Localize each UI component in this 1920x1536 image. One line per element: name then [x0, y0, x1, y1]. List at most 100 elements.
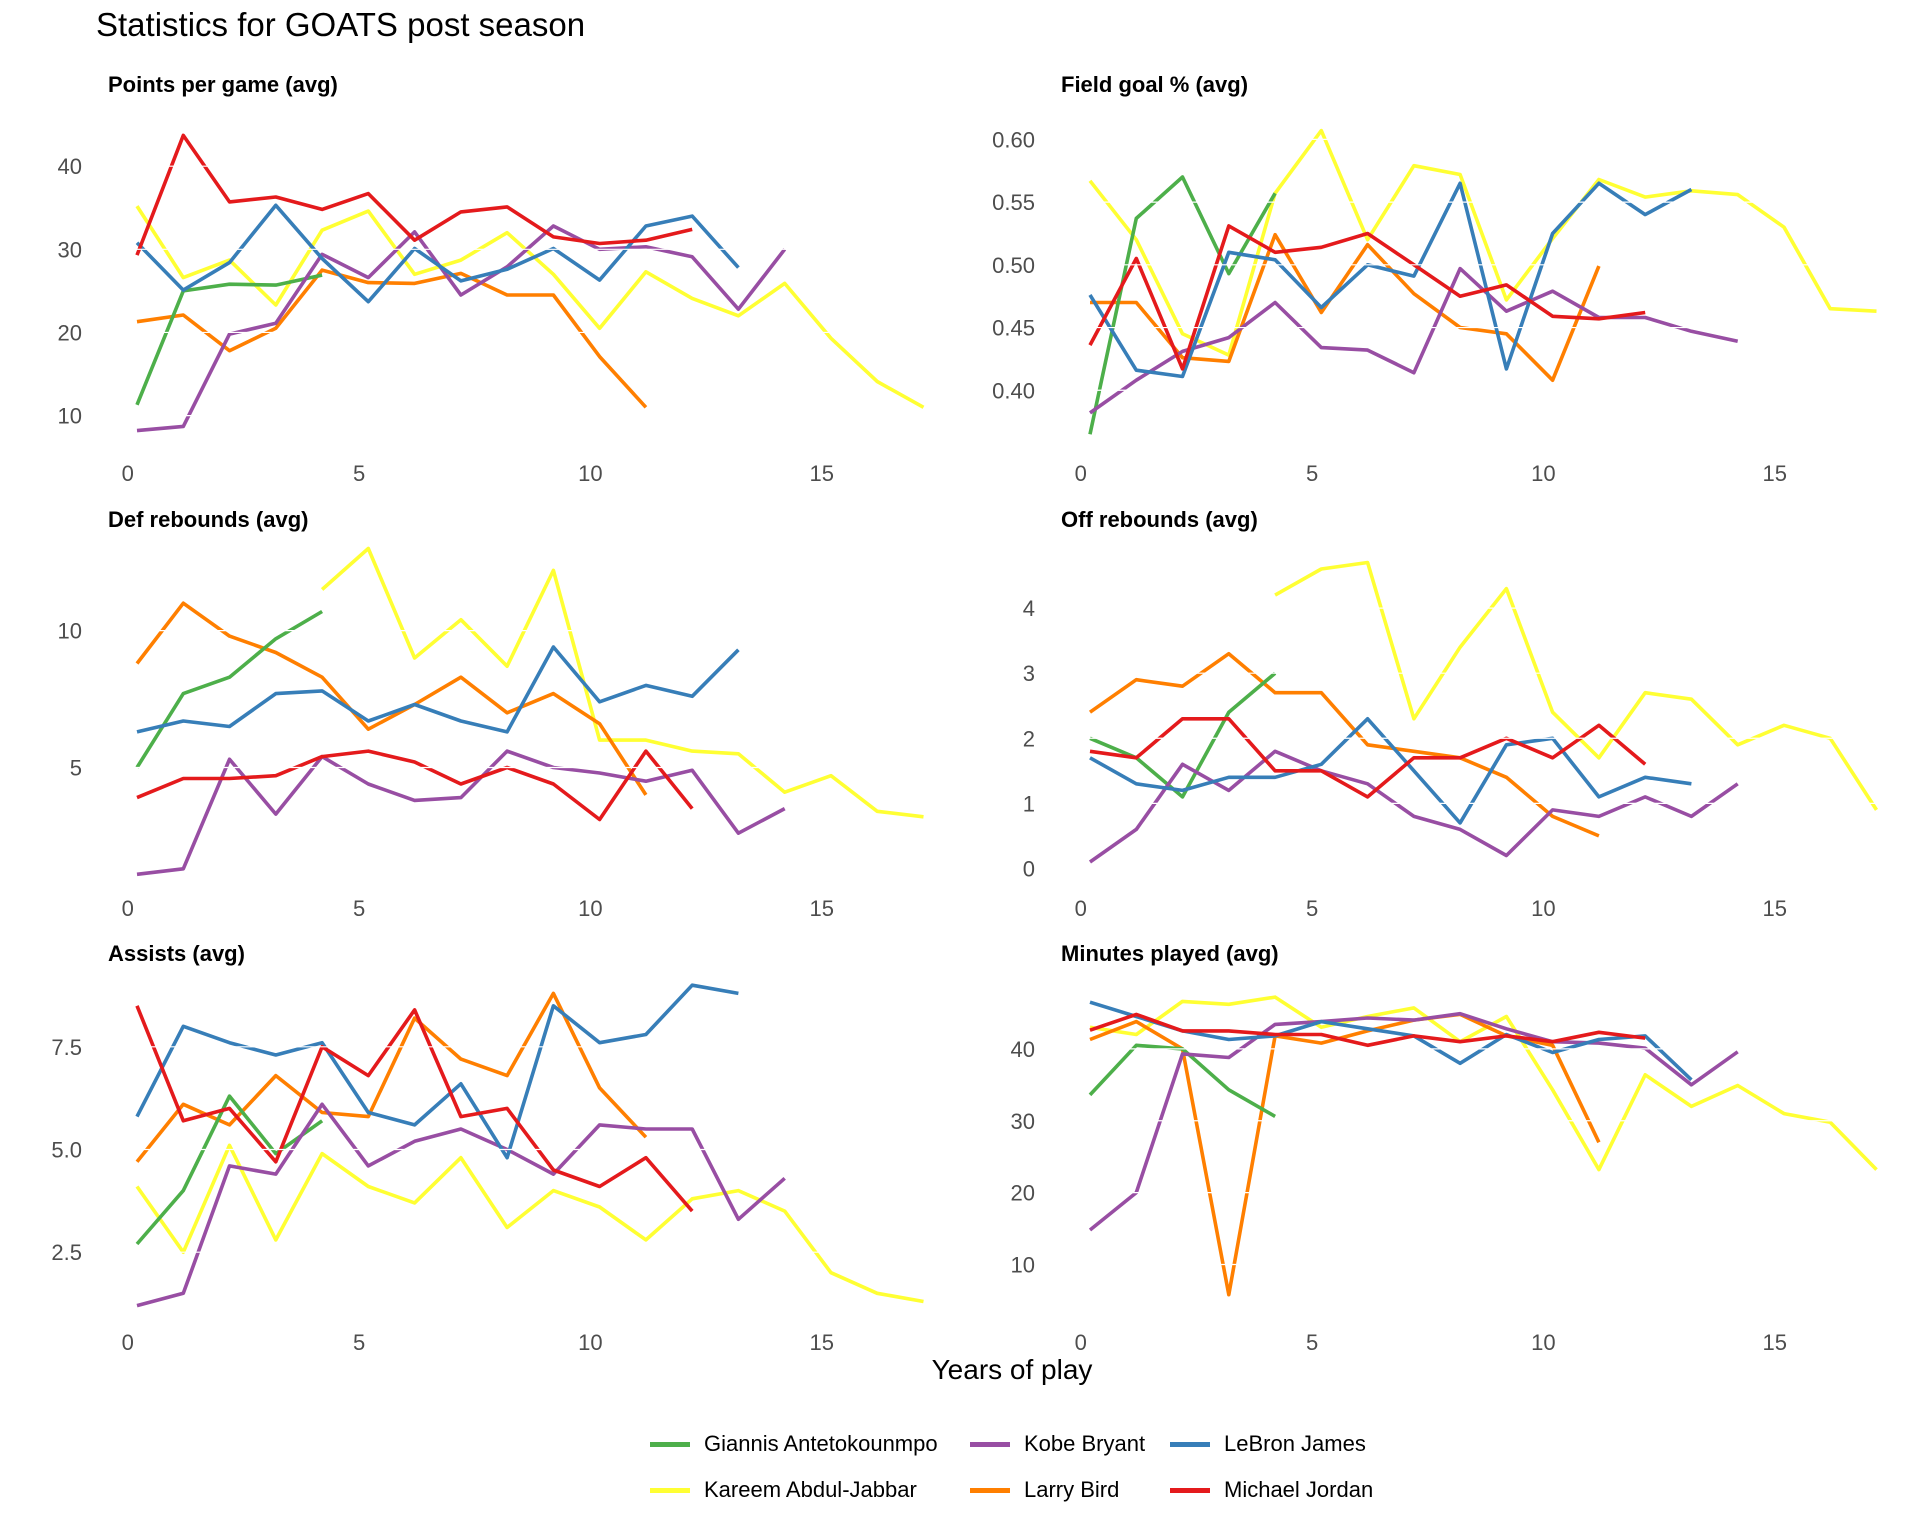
legend-label-giannis: Giannis Antetokounmpo — [704, 1431, 938, 1456]
panel-points-per-game: Points per game (avg) 10 20 30 40 0 5 10 15 — [58, 72, 942, 486]
y-tick-label: 10 — [1011, 1253, 1035, 1278]
x-tick-label: 5 — [353, 896, 365, 921]
panel-def-rebounds: Def rebounds (avg) 5 10 0 5 10 15 — [58, 507, 942, 921]
y-tick-label: 0.50 — [992, 253, 1035, 278]
series-line-kobe — [1088, 266, 1739, 415]
series-line-kareem — [320, 546, 924, 819]
x-tick-label: 0 — [122, 1330, 134, 1355]
series-line-lebron — [1088, 181, 1693, 379]
x-tick-label: 15 — [1762, 896, 1786, 921]
y-tick-label: 5 — [70, 756, 82, 781]
series-line-jordan — [136, 749, 694, 822]
y-tick-label: 0.55 — [992, 190, 1035, 215]
series-line-kobe — [1088, 749, 1739, 864]
x-tick-label: 10 — [578, 461, 602, 486]
panel-off-rebounds: Off rebounds (avg) 0 1 2 3 4 0 5 10 15 — [1023, 507, 1895, 921]
legend-label-bird: Larry Bird — [1024, 1477, 1120, 1502]
series-line-jordan — [1088, 224, 1646, 371]
series-line-giannis — [135, 1094, 324, 1246]
x-tick-label: 15 — [809, 461, 833, 486]
y-tick-label: 2 — [1023, 726, 1035, 751]
y-tick-label: 7.5 — [51, 1035, 82, 1060]
legend-key-kareem — [650, 1487, 690, 1493]
series-line-giannis — [1089, 671, 1277, 799]
series-line-lebron — [136, 645, 740, 734]
x-tick-label: 5 — [1306, 896, 1318, 921]
x-tick-label: 15 — [1762, 1330, 1786, 1355]
legend-label-lebron: LeBron James — [1224, 1431, 1366, 1456]
legend-item-bird: Larry Bird — [970, 1476, 1170, 1504]
y-tick-label: 0 — [1023, 856, 1035, 881]
series-line-kareem — [1274, 560, 1879, 811]
series-line-kobe — [136, 1102, 786, 1308]
legend-item-lebron: LeBron James — [1170, 1430, 1410, 1458]
y-tick-label: 40 — [58, 154, 82, 179]
series-line-kareem — [135, 1143, 924, 1304]
panel-assists: Assists (avg) 2.5 5.0 7.5 0 5 10 15 — [51, 941, 942, 1355]
series-line-jordan — [1089, 716, 1647, 799]
series-line-lebron — [1089, 716, 1692, 825]
panel-title: Assists (avg) — [108, 941, 245, 966]
x-tick-label: 10 — [1531, 896, 1555, 921]
legend-key-kobe — [970, 1441, 1010, 1447]
y-tick-label: 40 — [1011, 1037, 1035, 1062]
legend-key-bird — [970, 1487, 1010, 1493]
y-tick-label: 3 — [1023, 661, 1035, 686]
legend-label-kareem: Kareem Abdul-Jabbar — [704, 1477, 917, 1502]
x-tick-label: 15 — [809, 896, 833, 921]
y-tick-label: 4 — [1023, 596, 1035, 621]
series-line-kareem — [135, 205, 925, 409]
panel-title: Points per game (avg) — [108, 72, 338, 97]
chart-title: Statistics for GOATS post season — [96, 6, 586, 43]
series-line-kobe — [136, 749, 786, 877]
series-line-giannis — [135, 273, 323, 406]
series-line-jordan — [135, 1005, 694, 1213]
x-tick-label: 5 — [353, 1330, 365, 1355]
legend-key-lebron — [1170, 1441, 1210, 1447]
series-line-bird — [135, 991, 648, 1163]
legend-item-kobe: Kobe Bryant — [970, 1430, 1170, 1458]
x-tick-label: 10 — [578, 896, 602, 921]
y-tick-label: 30 — [1011, 1109, 1035, 1134]
y-tick-label: 20 — [1011, 1181, 1035, 1206]
series-line-jordan — [1089, 1012, 1646, 1048]
y-tick-label: 0.40 — [992, 378, 1035, 403]
x-axis-label: Years of play — [931, 1354, 1093, 1385]
series-line-jordan — [135, 133, 693, 256]
panel-title: Field goal % (avg) — [1061, 72, 1248, 97]
legend-key-giannis — [650, 1441, 690, 1447]
series-line-bird — [1088, 651, 1600, 838]
panel-title: Minutes played (avg) — [1061, 941, 1279, 966]
x-tick-label: 0 — [122, 461, 134, 486]
series-line-kobe — [136, 224, 787, 433]
x-tick-label: 10 — [1531, 461, 1555, 486]
panel-title: Def rebounds (avg) — [108, 507, 308, 532]
y-tick-label: 1 — [1023, 791, 1035, 816]
series-line-kareem — [1088, 128, 1877, 357]
x-tick-label: 0 — [1075, 1330, 1087, 1355]
x-tick-label: 5 — [1306, 1330, 1318, 1355]
series-line-bird — [136, 268, 648, 409]
y-tick-label: 5.0 — [51, 1138, 82, 1163]
series-line-lebron — [135, 203, 740, 304]
y-tick-label: 30 — [58, 237, 82, 262]
panel-minutes-played: Minutes played (avg) 10 20 30 40 0 5 10 15 — [1011, 941, 1895, 1355]
legend-label-kobe: Kobe Bryant — [1024, 1431, 1146, 1456]
legend-item-giannis: Giannis Antetokounmpo — [650, 1430, 970, 1458]
y-tick-label: 0.45 — [992, 316, 1035, 341]
x-tick-label: 5 — [353, 461, 365, 486]
legend: Giannis Antetokounmpo Kobe Bryant LeBron… — [650, 1430, 1410, 1504]
y-tick-label: 2.5 — [51, 1240, 82, 1265]
y-tick-label: 20 — [58, 320, 82, 345]
series-line-kareem — [1089, 995, 1878, 1172]
x-tick-label: 10 — [1531, 1330, 1555, 1355]
legend-item-kareem: Kareem Abdul-Jabbar — [650, 1476, 970, 1504]
series-line-bird — [1090, 232, 1601, 383]
x-tick-label: 0 — [1075, 461, 1087, 486]
x-tick-label: 0 — [122, 896, 134, 921]
legend-item-jordan: Michael Jordan — [1170, 1476, 1410, 1504]
x-tick-label: 0 — [1075, 896, 1087, 921]
panel-title: Off rebounds (avg) — [1061, 507, 1258, 532]
x-tick-label: 15 — [809, 1330, 833, 1355]
